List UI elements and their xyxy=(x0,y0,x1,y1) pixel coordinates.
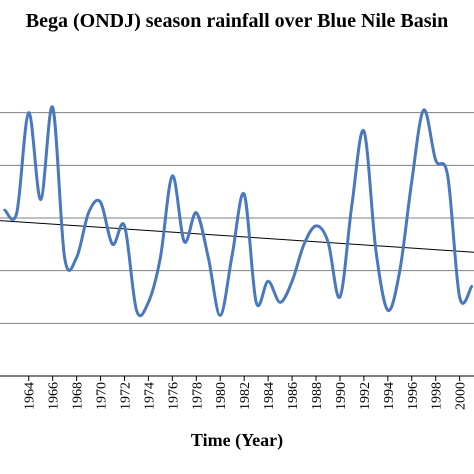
x-tick-label: 1994 xyxy=(382,382,397,410)
x-tick-label: 1988 xyxy=(310,382,325,410)
x-tick-label: 1996 xyxy=(406,382,421,410)
x-tick-label: 1992 xyxy=(358,382,373,410)
x-tick-label: 1972 xyxy=(118,382,133,410)
x-tick-label: 1970 xyxy=(95,382,110,410)
trend-line xyxy=(0,220,474,253)
x-tick-label: 1984 xyxy=(262,382,277,410)
x-tick-label: 1964 xyxy=(23,382,38,410)
x-tick-label: 1980 xyxy=(214,382,229,410)
x-tick-label: 1986 xyxy=(286,382,301,410)
chart-title: Bega (ONDJ) season rainfall over Blue Ni… xyxy=(25,10,449,32)
x-tick-label: 1978 xyxy=(190,382,205,410)
series-line xyxy=(3,105,474,318)
x-tick-label: 1982 xyxy=(238,382,253,410)
x-tick-label: 1974 xyxy=(142,382,157,410)
x-tick-label: 2000 xyxy=(454,382,469,410)
x-tick-label: 1990 xyxy=(334,382,349,410)
x-tick-label: 1968 xyxy=(71,382,86,410)
x-tick-label: 1976 xyxy=(166,382,181,410)
x-tick-label: 1998 xyxy=(430,382,445,410)
x-axis-label: Time (Year) xyxy=(190,430,284,450)
x-tick-label: 1966 xyxy=(47,382,62,410)
